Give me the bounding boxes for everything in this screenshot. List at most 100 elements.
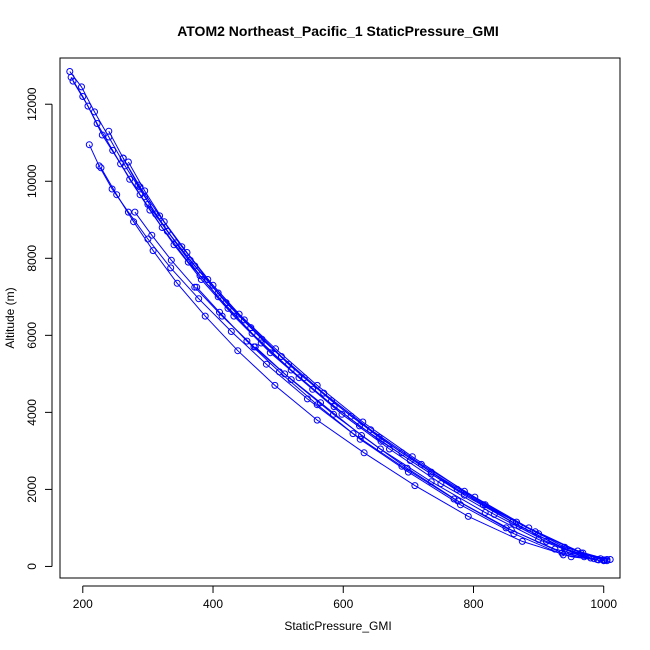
data-point bbox=[173, 279, 181, 287]
data-point bbox=[367, 426, 375, 434]
data-point bbox=[167, 264, 175, 272]
data-point bbox=[216, 308, 223, 316]
data-point bbox=[141, 187, 149, 195]
data-point bbox=[84, 102, 92, 110]
y-tick-label: 0 bbox=[25, 563, 39, 570]
data-point bbox=[606, 556, 614, 563]
x-tick-label: 200 bbox=[73, 597, 93, 611]
x-tick-label: 600 bbox=[333, 597, 353, 611]
data-point bbox=[507, 526, 515, 534]
data-point bbox=[172, 239, 180, 247]
data-point bbox=[386, 445, 393, 453]
chart-title: ATOM2 Northeast_Pacific_1 StaticPressure… bbox=[177, 23, 499, 39]
data-point bbox=[201, 312, 209, 320]
y-axis-label: Altitude (m) bbox=[3, 287, 17, 348]
data-point bbox=[136, 191, 144, 199]
data-point bbox=[148, 231, 156, 239]
data-point bbox=[460, 487, 468, 495]
data-point bbox=[356, 435, 364, 443]
series-9 bbox=[144, 200, 609, 564]
y-tick-label: 10000 bbox=[25, 164, 39, 198]
data-point bbox=[437, 480, 445, 488]
data-point bbox=[227, 328, 235, 335]
data-point bbox=[113, 191, 121, 199]
data-point bbox=[130, 218, 138, 226]
data-point bbox=[193, 283, 201, 291]
data-point bbox=[525, 524, 533, 532]
data-point bbox=[117, 160, 125, 168]
data-point bbox=[481, 501, 489, 509]
data-point bbox=[601, 556, 609, 564]
y-tick-label: 6000 bbox=[25, 322, 39, 349]
data-point bbox=[328, 397, 335, 405]
data-point bbox=[360, 449, 368, 457]
data-point bbox=[191, 283, 199, 291]
data-point bbox=[67, 73, 75, 81]
series-line bbox=[100, 167, 604, 562]
x-axis-label: StaticPressure_GMI bbox=[284, 619, 391, 633]
data-point bbox=[186, 256, 194, 264]
series-line bbox=[127, 161, 608, 560]
data-point bbox=[126, 175, 134, 183]
data-point bbox=[518, 537, 526, 545]
data-point bbox=[285, 360, 293, 368]
data-point bbox=[257, 339, 265, 347]
data-point bbox=[224, 304, 232, 312]
x-tick-label: 800 bbox=[463, 597, 483, 611]
x-axis: 200 400 600 800 1000 bbox=[73, 585, 617, 611]
data-point bbox=[235, 310, 243, 318]
data-point bbox=[243, 337, 251, 345]
y-tick-label: 2000 bbox=[25, 476, 39, 503]
data-point bbox=[295, 374, 303, 382]
y-tick-label: 4000 bbox=[25, 399, 39, 426]
data-point bbox=[403, 464, 411, 472]
series-line bbox=[147, 204, 606, 561]
data-point bbox=[195, 295, 203, 303]
series-line bbox=[196, 286, 599, 561]
data-point bbox=[131, 208, 139, 216]
data-point bbox=[234, 347, 242, 355]
data-point bbox=[144, 200, 152, 208]
data-point bbox=[411, 482, 419, 490]
series-11 bbox=[251, 343, 601, 563]
data-point bbox=[124, 158, 132, 166]
data-point bbox=[559, 551, 567, 559]
y-tick-label: 8000 bbox=[25, 245, 39, 272]
data-point bbox=[375, 433, 383, 441]
data-point bbox=[209, 281, 217, 289]
data-point bbox=[240, 316, 248, 324]
data-point bbox=[349, 430, 357, 438]
data-point bbox=[281, 370, 289, 378]
data-point bbox=[152, 210, 160, 218]
data-point bbox=[105, 127, 113, 135]
data-point bbox=[97, 164, 105, 172]
data-point bbox=[313, 416, 321, 424]
y-tick-label: 12000 bbox=[25, 87, 39, 121]
plot-area bbox=[66, 68, 614, 565]
data-point bbox=[149, 247, 157, 255]
data-point bbox=[593, 556, 601, 563]
data-point bbox=[338, 410, 346, 418]
data-point bbox=[69, 77, 77, 85]
x-tick-label: 400 bbox=[203, 597, 223, 611]
data-point bbox=[558, 549, 566, 557]
data-point bbox=[320, 389, 328, 397]
series-4 bbox=[97, 164, 608, 565]
data-point bbox=[79, 93, 87, 100]
data-point bbox=[78, 83, 85, 91]
data-point bbox=[109, 146, 117, 154]
data-point bbox=[247, 324, 255, 332]
data-point bbox=[535, 530, 543, 538]
data-point bbox=[317, 399, 324, 407]
data-point bbox=[271, 381, 279, 389]
data-point bbox=[119, 154, 127, 162]
data-point bbox=[376, 445, 384, 453]
x-tick-label: 1000 bbox=[590, 597, 617, 611]
data-point bbox=[85, 141, 93, 149]
data-point bbox=[454, 497, 462, 505]
data-point bbox=[163, 227, 171, 235]
data-point bbox=[214, 289, 222, 297]
data-point bbox=[358, 432, 365, 439]
